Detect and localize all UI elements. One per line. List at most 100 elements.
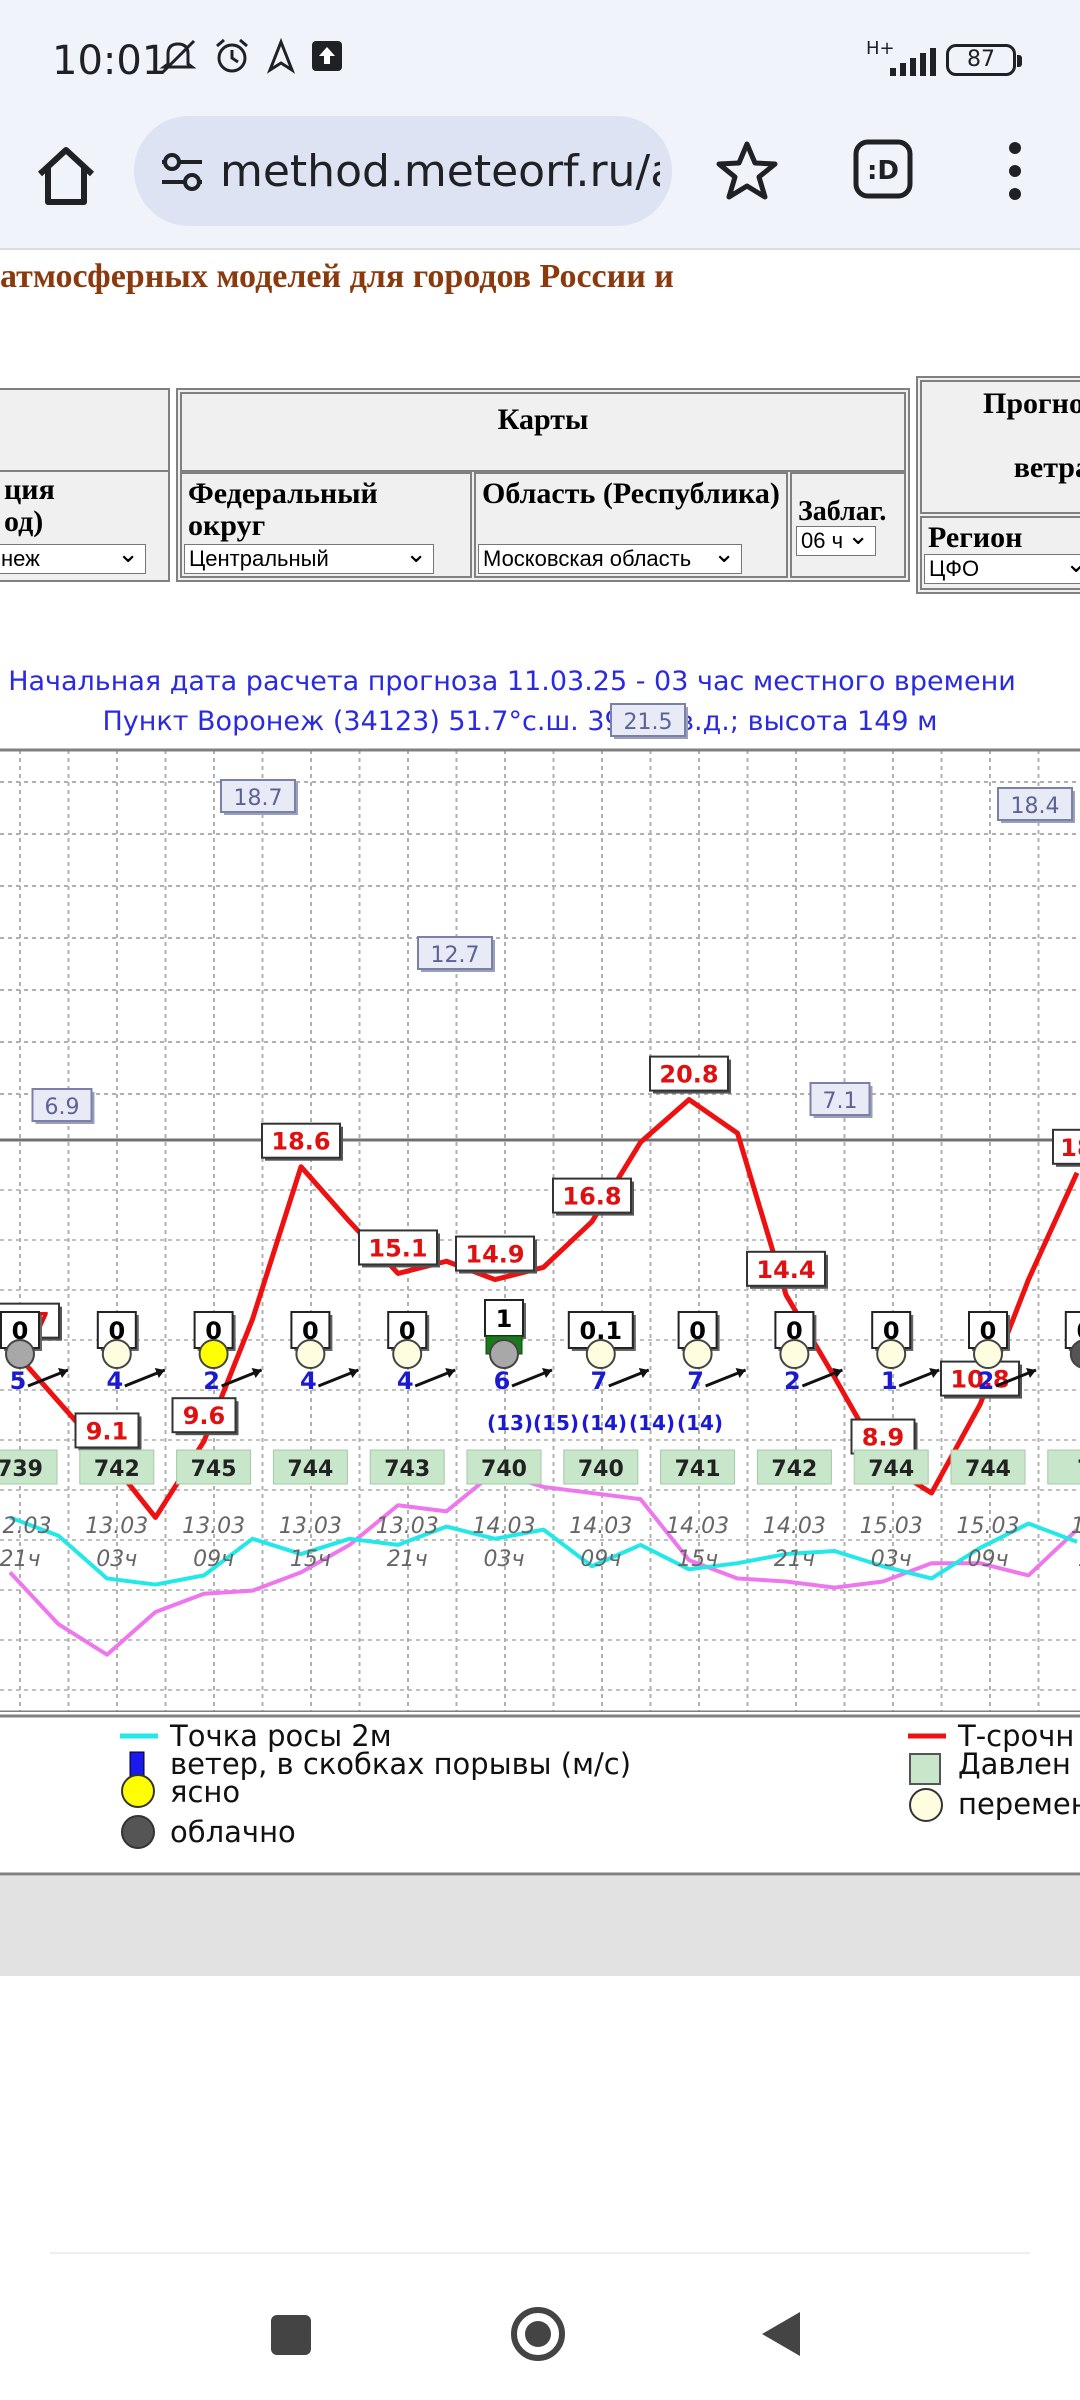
wind-arrow-head (735, 1368, 746, 1378)
x-tick-hour: 09ч (968, 1547, 1009, 1572)
pressure-value: 740 (481, 1457, 527, 1482)
pressure-value: 744 (868, 1457, 914, 1482)
x-tick-date: 13.03 (376, 1514, 439, 1539)
pressure-box (660, 1449, 736, 1485)
legend-pressure-swatch (909, 1753, 941, 1785)
forecast-header-line-2: ветра (1013, 451, 1080, 484)
pressure-box (1047, 1449, 1080, 1485)
home-icon[interactable] (30, 140, 102, 212)
url-text[interactable]: method.meteorf.ru/an (220, 146, 660, 197)
cloud-icon-partly (585, 1339, 616, 1369)
x-tick-date: 13.03 (85, 1514, 148, 1539)
federal-district-select[interactable]: Центральный (184, 544, 434, 574)
home-nav-icon[interactable] (508, 2304, 568, 2364)
legend-clear-label: ясно (170, 1775, 240, 1809)
precip-value: 0 (883, 1317, 900, 1345)
temp-label-box (358, 1229, 438, 1266)
x-tick-hour: 21ч (0, 1547, 41, 1572)
precip-value: 0 (399, 1317, 416, 1345)
cloud-icon-dark (1069, 1339, 1080, 1369)
region-select[interactable]: Московская область (478, 544, 742, 574)
extension-icon[interactable]: :D (850, 136, 916, 202)
station-select[interactable]: неж (0, 544, 146, 574)
nav-divider (50, 2252, 1030, 2254)
legend-wind-swatch (129, 1751, 145, 1777)
temp-label-box (649, 1055, 729, 1092)
temp-label: 9.1 (86, 1417, 129, 1445)
wind-arrow-head (929, 1368, 940, 1378)
site-settings-icon[interactable] (158, 150, 206, 194)
max-label: 18.7 (234, 786, 283, 811)
mute-bell-icon (159, 39, 197, 74)
x-tick-date: 15.03 (957, 1514, 1020, 1539)
x-tick-hour: 09ч (193, 1547, 234, 1572)
pressure-value: 741 (675, 1457, 721, 1482)
pressure-box (272, 1449, 348, 1485)
precip-value: 0 (1076, 1317, 1080, 1345)
x-tick-date: 14.03 (666, 1514, 729, 1539)
pressure-box (563, 1449, 639, 1485)
wind-arrow-head (1026, 1368, 1036, 1378)
wind-arrow-head (638, 1368, 649, 1378)
precip-box (1064, 1311, 1080, 1349)
legend-cloudy-label: облачно (170, 1815, 296, 1849)
temp-label: 9.6 (183, 1402, 226, 1430)
max-label: 21.5 (624, 710, 673, 735)
x-tick-date: 15 (1071, 1514, 1080, 1539)
more-vert-icon[interactable] (990, 136, 1040, 206)
wind-gust: (13) (487, 1411, 533, 1435)
pressure-value: 742 (94, 1457, 140, 1482)
status-icons (158, 36, 344, 76)
temp-label: 10.8 (950, 1366, 1009, 1394)
precip-value: 0 (980, 1317, 997, 1345)
temp-label-box (940, 1360, 1020, 1397)
meteogram-chart: Начальная дата расчета прогноза 11.03.25… (0, 666, 1080, 1876)
max-label-box (997, 787, 1073, 821)
back-icon[interactable] (758, 2308, 804, 2360)
precip-value: 0 (302, 1317, 319, 1345)
wind-speed: 4 (106, 1367, 123, 1395)
temp-label: 18 (1060, 1134, 1080, 1162)
series-line-pink (8, 1469, 1079, 1657)
federal-region-select[interactable]: ЦФО (924, 554, 1080, 584)
precip-value: 0 (786, 1317, 803, 1345)
x-tick-hour: 03ч (871, 1547, 912, 1572)
pressure-box (369, 1449, 445, 1485)
cloud-icon-partly (876, 1339, 907, 1369)
pressure-box (853, 1449, 929, 1485)
temp-label: 14.9 (465, 1241, 524, 1269)
precip-value: 0 (12, 1317, 29, 1345)
region-select-label: Регион (928, 521, 1023, 554)
lead-time-select[interactable]: 06 ч (796, 526, 876, 556)
lead-time-cell: Заблаг. (790, 472, 906, 578)
x-tick-date: 15.03 (860, 1514, 923, 1539)
pressure-value: 744 (287, 1457, 333, 1482)
precip-value: 0 (689, 1317, 706, 1345)
pressure-value: 743 (384, 1457, 430, 1482)
recents-icon[interactable] (268, 2312, 314, 2358)
cloud-icon-cloudy-grey (5, 1339, 35, 1369)
url-bar[interactable]: method.meteorf.ru/an (134, 116, 672, 226)
pressure-value: 7 (1077, 1457, 1080, 1482)
forecast-header-line-1: Прогноз (983, 387, 1080, 420)
wind-speed: 1 (881, 1367, 898, 1395)
meteogram-area: Начальная дата расчета прогноза 11.03.25… (0, 606, 1080, 1976)
wind-arrow-head (58, 1368, 68, 1378)
cloud-icon-cloudy-grey (489, 1339, 519, 1369)
pressure-value: 742 (771, 1457, 817, 1482)
chart-title: Начальная дата расчета прогноза 11.03.25… (8, 666, 1016, 697)
pressure-box (79, 1449, 155, 1485)
legend-clear-swatch (121, 1774, 155, 1808)
cloud-icon-partly (295, 1339, 326, 1369)
x-tick-date: 13.03 (182, 1514, 245, 1539)
temp-label: 16.8 (562, 1183, 621, 1211)
temp-label-box (552, 1177, 632, 1214)
wind-arrow-head (251, 1368, 262, 1378)
cloud-icon-partly (973, 1339, 1003, 1369)
x-tick-date: 12.03 (0, 1514, 51, 1539)
star-icon[interactable] (712, 136, 782, 206)
lead-time-label: Заблаг. (798, 496, 887, 527)
pressure-box (950, 1449, 1026, 1485)
x-tick-hour: 21ч (387, 1547, 428, 1572)
x-tick-hour: 21ч (774, 1547, 815, 1572)
